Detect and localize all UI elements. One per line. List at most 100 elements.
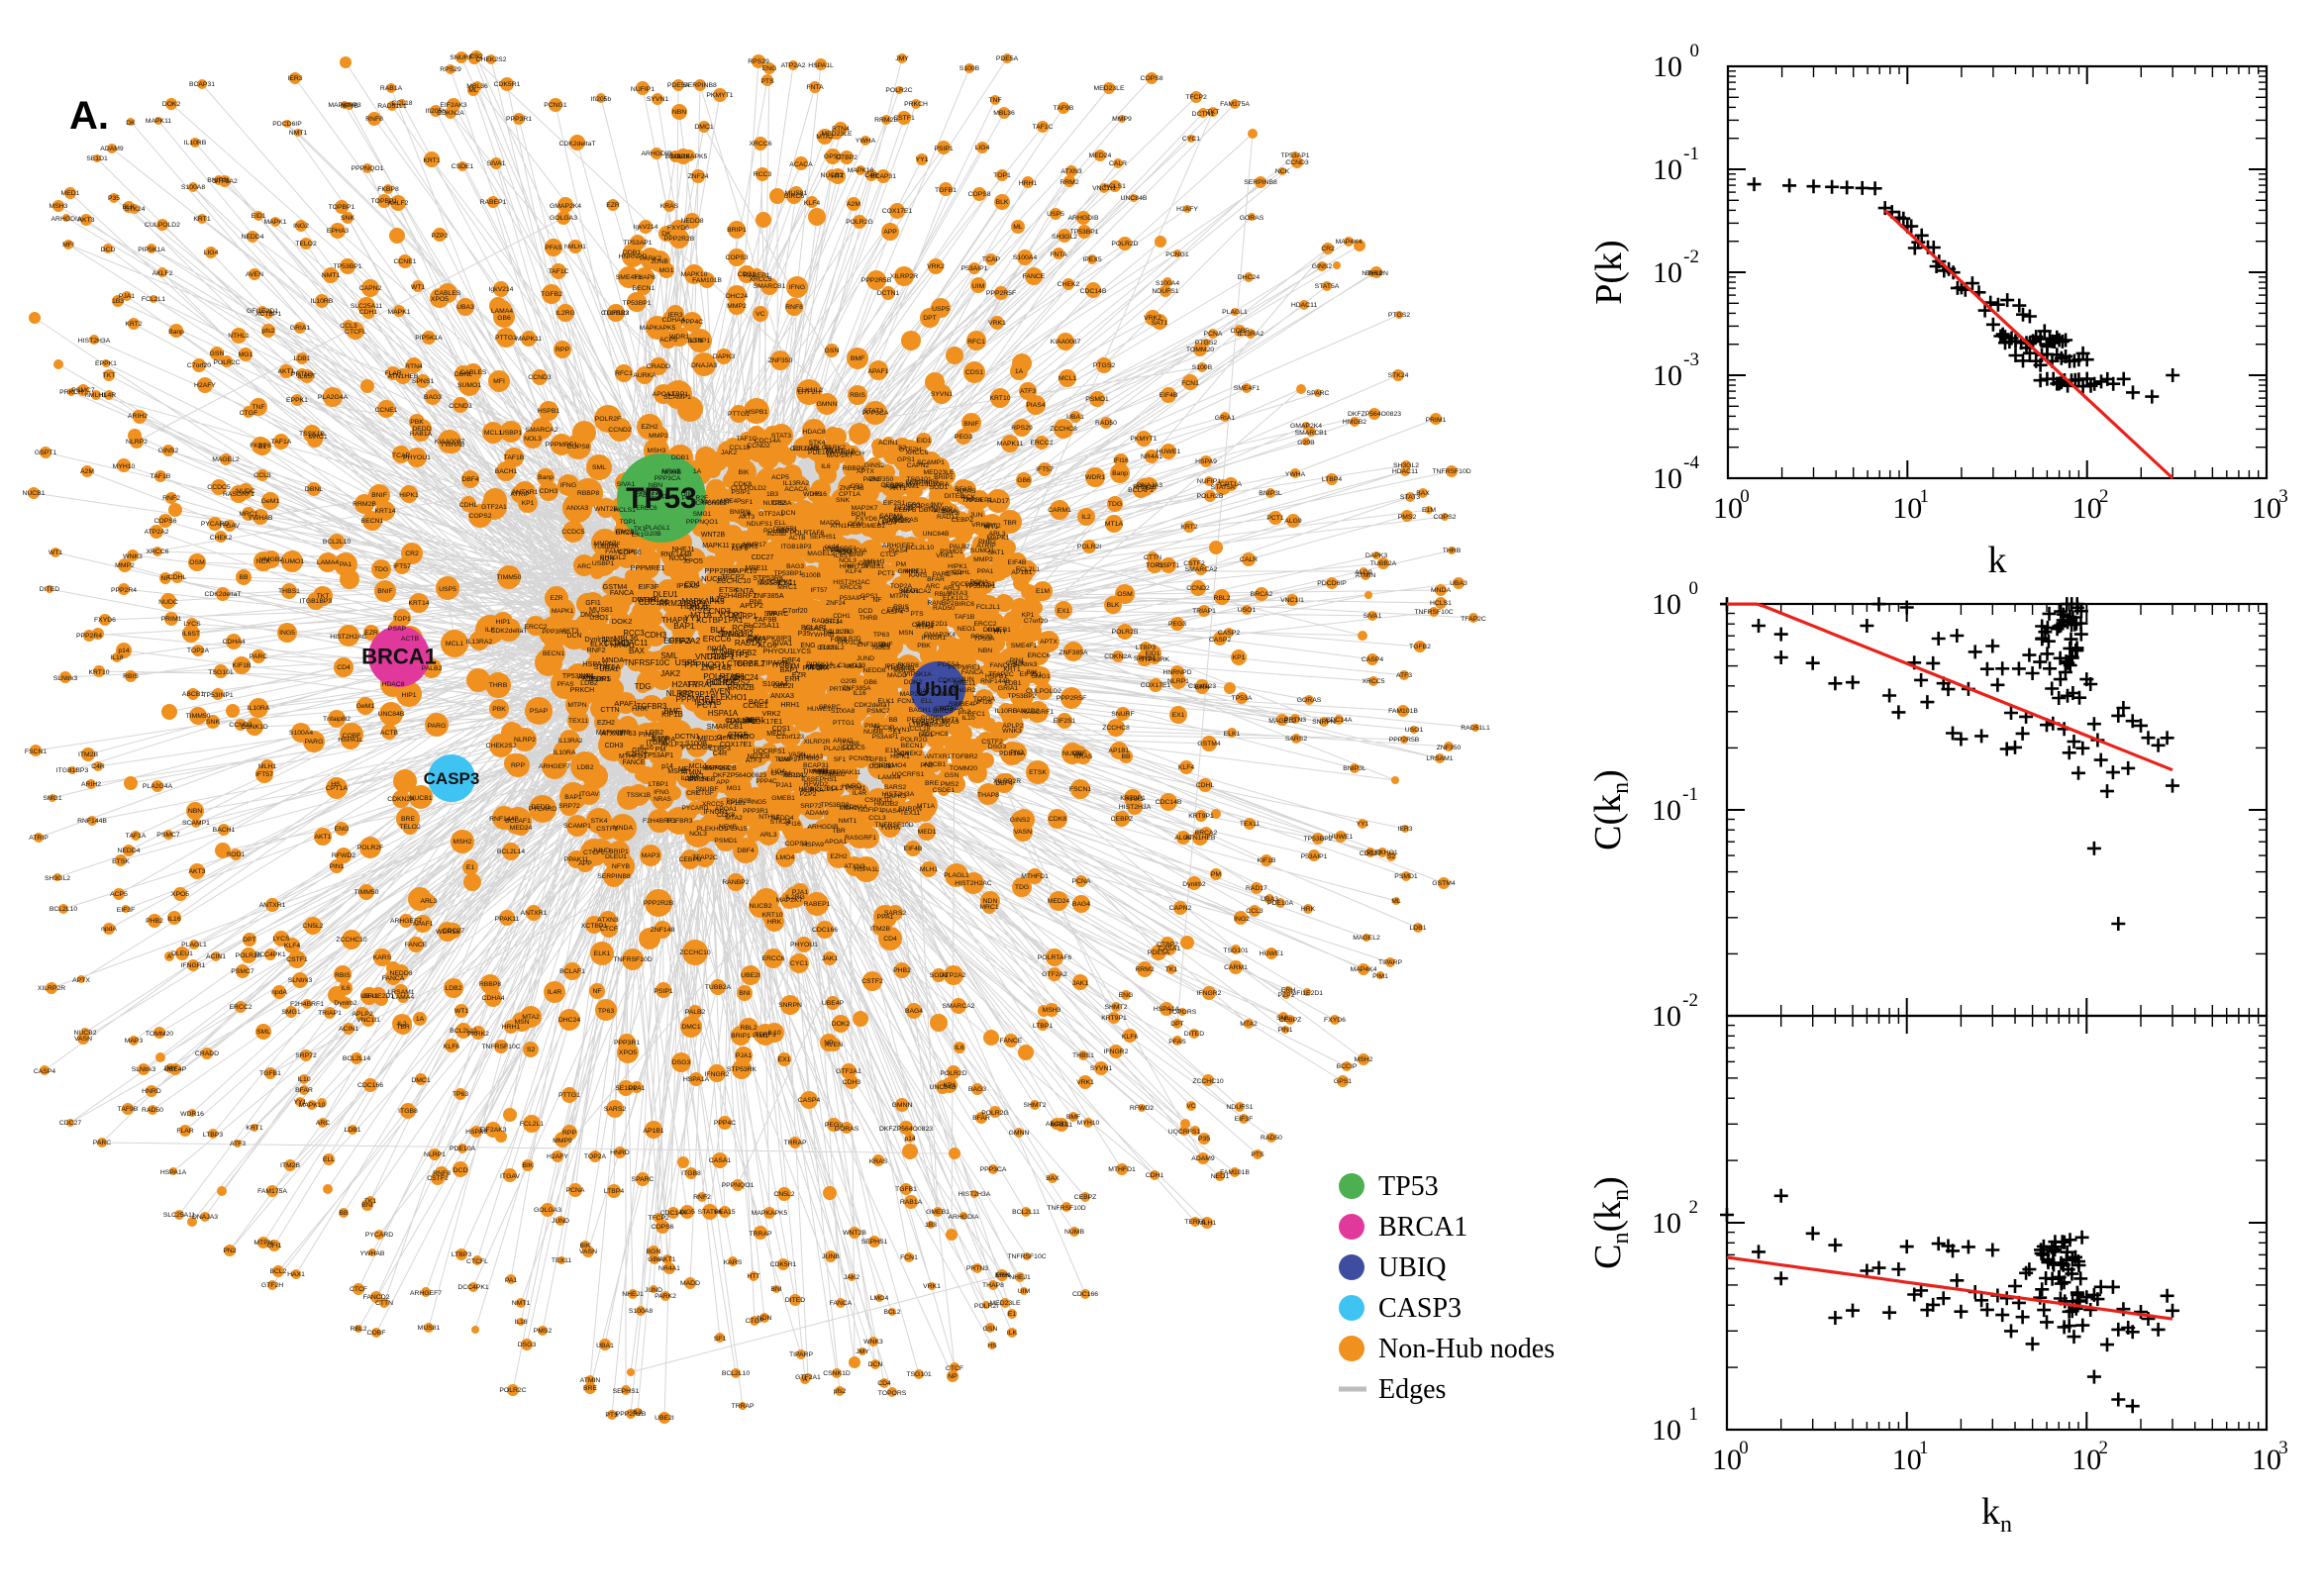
- svg-text:10: 10: [2252, 492, 2281, 525]
- svg-text:MBL36: MBL36: [993, 110, 1015, 117]
- svg-text:UIM: UIM: [1018, 1288, 1031, 1295]
- svg-text:HS: HS: [812, 491, 822, 498]
- svg-text:CCL3: CCL3: [1246, 908, 1263, 915]
- svg-text:1B3: 1B3: [925, 1222, 937, 1229]
- svg-text:GB6: GB6: [497, 315, 511, 322]
- svg-text:RCC3: RCC3: [623, 629, 644, 638]
- svg-text:CCDC5: CCDC5: [604, 639, 630, 648]
- svg-text:PPPMRE1: PPPMRE1: [546, 442, 578, 449]
- svg-text:MAPK11: MAPK11: [702, 542, 730, 549]
- svg-text:EZH2: EZH2: [830, 853, 848, 860]
- svg-text:ACIN1: ACIN1: [339, 1026, 358, 1033]
- svg-text:ANXA3: ANXA3: [770, 691, 794, 700]
- svg-text:S2: S2: [527, 1047, 536, 1053]
- svg-text:S100B: S100B: [960, 65, 980, 72]
- svg-text:GINS2: GINS2: [1010, 817, 1031, 824]
- svg-text:TAF1A: TAF1A: [126, 833, 147, 840]
- svg-text:BFAR: BFAR: [927, 576, 945, 583]
- svg-text:k: k: [1988, 540, 2007, 581]
- svg-text:MTPN: MTPN: [567, 702, 586, 709]
- svg-text:DHC24: DHC24: [726, 293, 749, 300]
- svg-text:GSTM4: GSTM4: [603, 582, 628, 591]
- svg-text:ARIH2: ARIH2: [128, 413, 148, 420]
- svg-text:CTTN: CTTN: [375, 1300, 393, 1307]
- svg-text:LDB2: LDB2: [576, 764, 593, 771]
- svg-text:GSN: GSN: [983, 1326, 998, 1333]
- svg-text:FANCE: FANCE: [623, 759, 646, 766]
- svg-text:PSMD1: PSMD1: [1085, 396, 1109, 403]
- svg-text:TP53INP1: TP53INP1: [964, 583, 996, 590]
- svg-text:ANTXR1: ANTXR1: [521, 910, 548, 917]
- svg-text:SYVN1: SYVN1: [1090, 1065, 1113, 1072]
- svg-text:ATF3: ATF3: [746, 757, 762, 764]
- svg-text:CDK8: CDK8: [1049, 816, 1066, 823]
- svg-text:LTBP3: LTBP3: [1136, 645, 1156, 651]
- svg-text:0: 0: [1740, 486, 1750, 507]
- svg-text:IFNGR2: IFNGR2: [1104, 1048, 1129, 1055]
- svg-text:UBA3: UBA3: [1450, 580, 1467, 587]
- svg-text:CABLES: CABLES: [435, 290, 461, 297]
- svg-text:BFAR: BFAR: [955, 486, 972, 493]
- svg-text:COPS8: COPS8: [1140, 75, 1162, 82]
- svg-text:CDC166: CDC166: [812, 927, 838, 934]
- svg-text:EIF2S1: EIF2S1: [1054, 718, 1076, 725]
- svg-text:PTGS2: PTGS2: [889, 518, 912, 525]
- svg-text:PPAK11: PPAK11: [495, 916, 520, 923]
- svg-text:DK: DK: [126, 120, 136, 127]
- svg-text:CCDC5: CCDC5: [207, 484, 231, 491]
- svg-text:JUND: JUND: [857, 655, 874, 662]
- svg-text:ING2: ING2: [883, 483, 899, 490]
- svg-text:S100A8: S100A8: [181, 184, 205, 191]
- svg-text:USBP1: USBP1: [500, 430, 523, 437]
- svg-text:Ubiq: Ubiq: [916, 679, 960, 701]
- svg-text:USO1: USO1: [1405, 727, 1424, 734]
- svg-text:IPEX5: IPEX5: [676, 581, 698, 590]
- svg-text:TOP2A: TOP2A: [584, 1153, 607, 1160]
- svg-text:YWHA: YWHA: [880, 825, 901, 832]
- svg-text:SLNtrk3: SLNtrk3: [288, 977, 313, 984]
- svg-text:IER3: IER3: [1397, 826, 1412, 833]
- svg-text:NMT1: NMT1: [322, 272, 341, 279]
- svg-text:XCTBP1: XCTBP1: [255, 311, 282, 318]
- svg-text:HIST2H3A: HIST2H3A: [959, 1191, 991, 1198]
- svg-text:BCL2: BCL2: [826, 785, 843, 792]
- svg-text:PCNA: PCNA: [1204, 331, 1223, 338]
- svg-text:HIST2H2AC: HIST2H2AC: [330, 634, 366, 641]
- svg-text:BCCIP: BCCIP: [1337, 1063, 1358, 1070]
- svg-text:LDB2: LDB2: [580, 679, 598, 687]
- svg-text:AKT1: AKT1: [659, 1256, 676, 1263]
- svg-text:PDE5A: PDE5A: [996, 55, 1019, 62]
- svg-text:DCTN1: DCTN1: [877, 290, 900, 297]
- svg-text:MED1: MED1: [918, 829, 937, 836]
- svg-text:MAGEL2: MAGEL2: [212, 456, 240, 463]
- svg-text:BAX: BAX: [1416, 490, 1430, 497]
- svg-text:GSPT1: GSPT1: [35, 449, 57, 456]
- svg-text:SUMO1: SUMO1: [457, 382, 481, 389]
- svg-text:ADAM9: ADAM9: [1191, 1155, 1215, 1162]
- svg-text:NUCB2: NUCB2: [73, 1030, 96, 1037]
- svg-text:SE1D1: SE1D1: [86, 155, 108, 162]
- svg-text:TAF1C: TAF1C: [548, 268, 568, 275]
- svg-text:pfs2: pfs2: [262, 328, 275, 335]
- svg-text:HS: HS: [331, 781, 341, 788]
- svg-text:PBK: PBK: [410, 419, 424, 426]
- svg-text:S100A4: S100A4: [289, 730, 313, 737]
- svg-text:DMC1: DMC1: [694, 124, 713, 131]
- svg-text:NEO1: NEO1: [1211, 1173, 1230, 1180]
- svg-text:ETSK: ETSK: [112, 858, 130, 865]
- svg-text:IFNGR1: IFNGR1: [922, 635, 947, 642]
- svg-text:CSTF2: CSTF2: [1183, 560, 1205, 567]
- svg-text:HIPK1: HIPK1: [399, 492, 419, 499]
- svg-text:SYVN1: SYVN1: [647, 96, 669, 103]
- svg-text:PSMD1: PSMD1: [1394, 873, 1418, 880]
- svg-text:SME4F1: SME4F1: [616, 274, 643, 281]
- svg-text:SNRPN: SNRPN: [778, 1002, 802, 1009]
- svg-text:DITED: DITED: [1184, 1031, 1204, 1038]
- svg-text:ADAM9: ADAM9: [100, 146, 124, 152]
- svg-text:UBE4P: UBE4P: [164, 1066, 187, 1073]
- svg-text:PIM1: PIM1: [1372, 973, 1388, 980]
- svg-text:DKFZP564O0823: DKFZP564O0823: [713, 772, 766, 779]
- svg-text:XRCC5: XRCC5: [1362, 678, 1384, 685]
- svg-text:UBA1: UBA1: [360, 993, 378, 1000]
- svg-text:FANCA: FANCA: [830, 1300, 853, 1307]
